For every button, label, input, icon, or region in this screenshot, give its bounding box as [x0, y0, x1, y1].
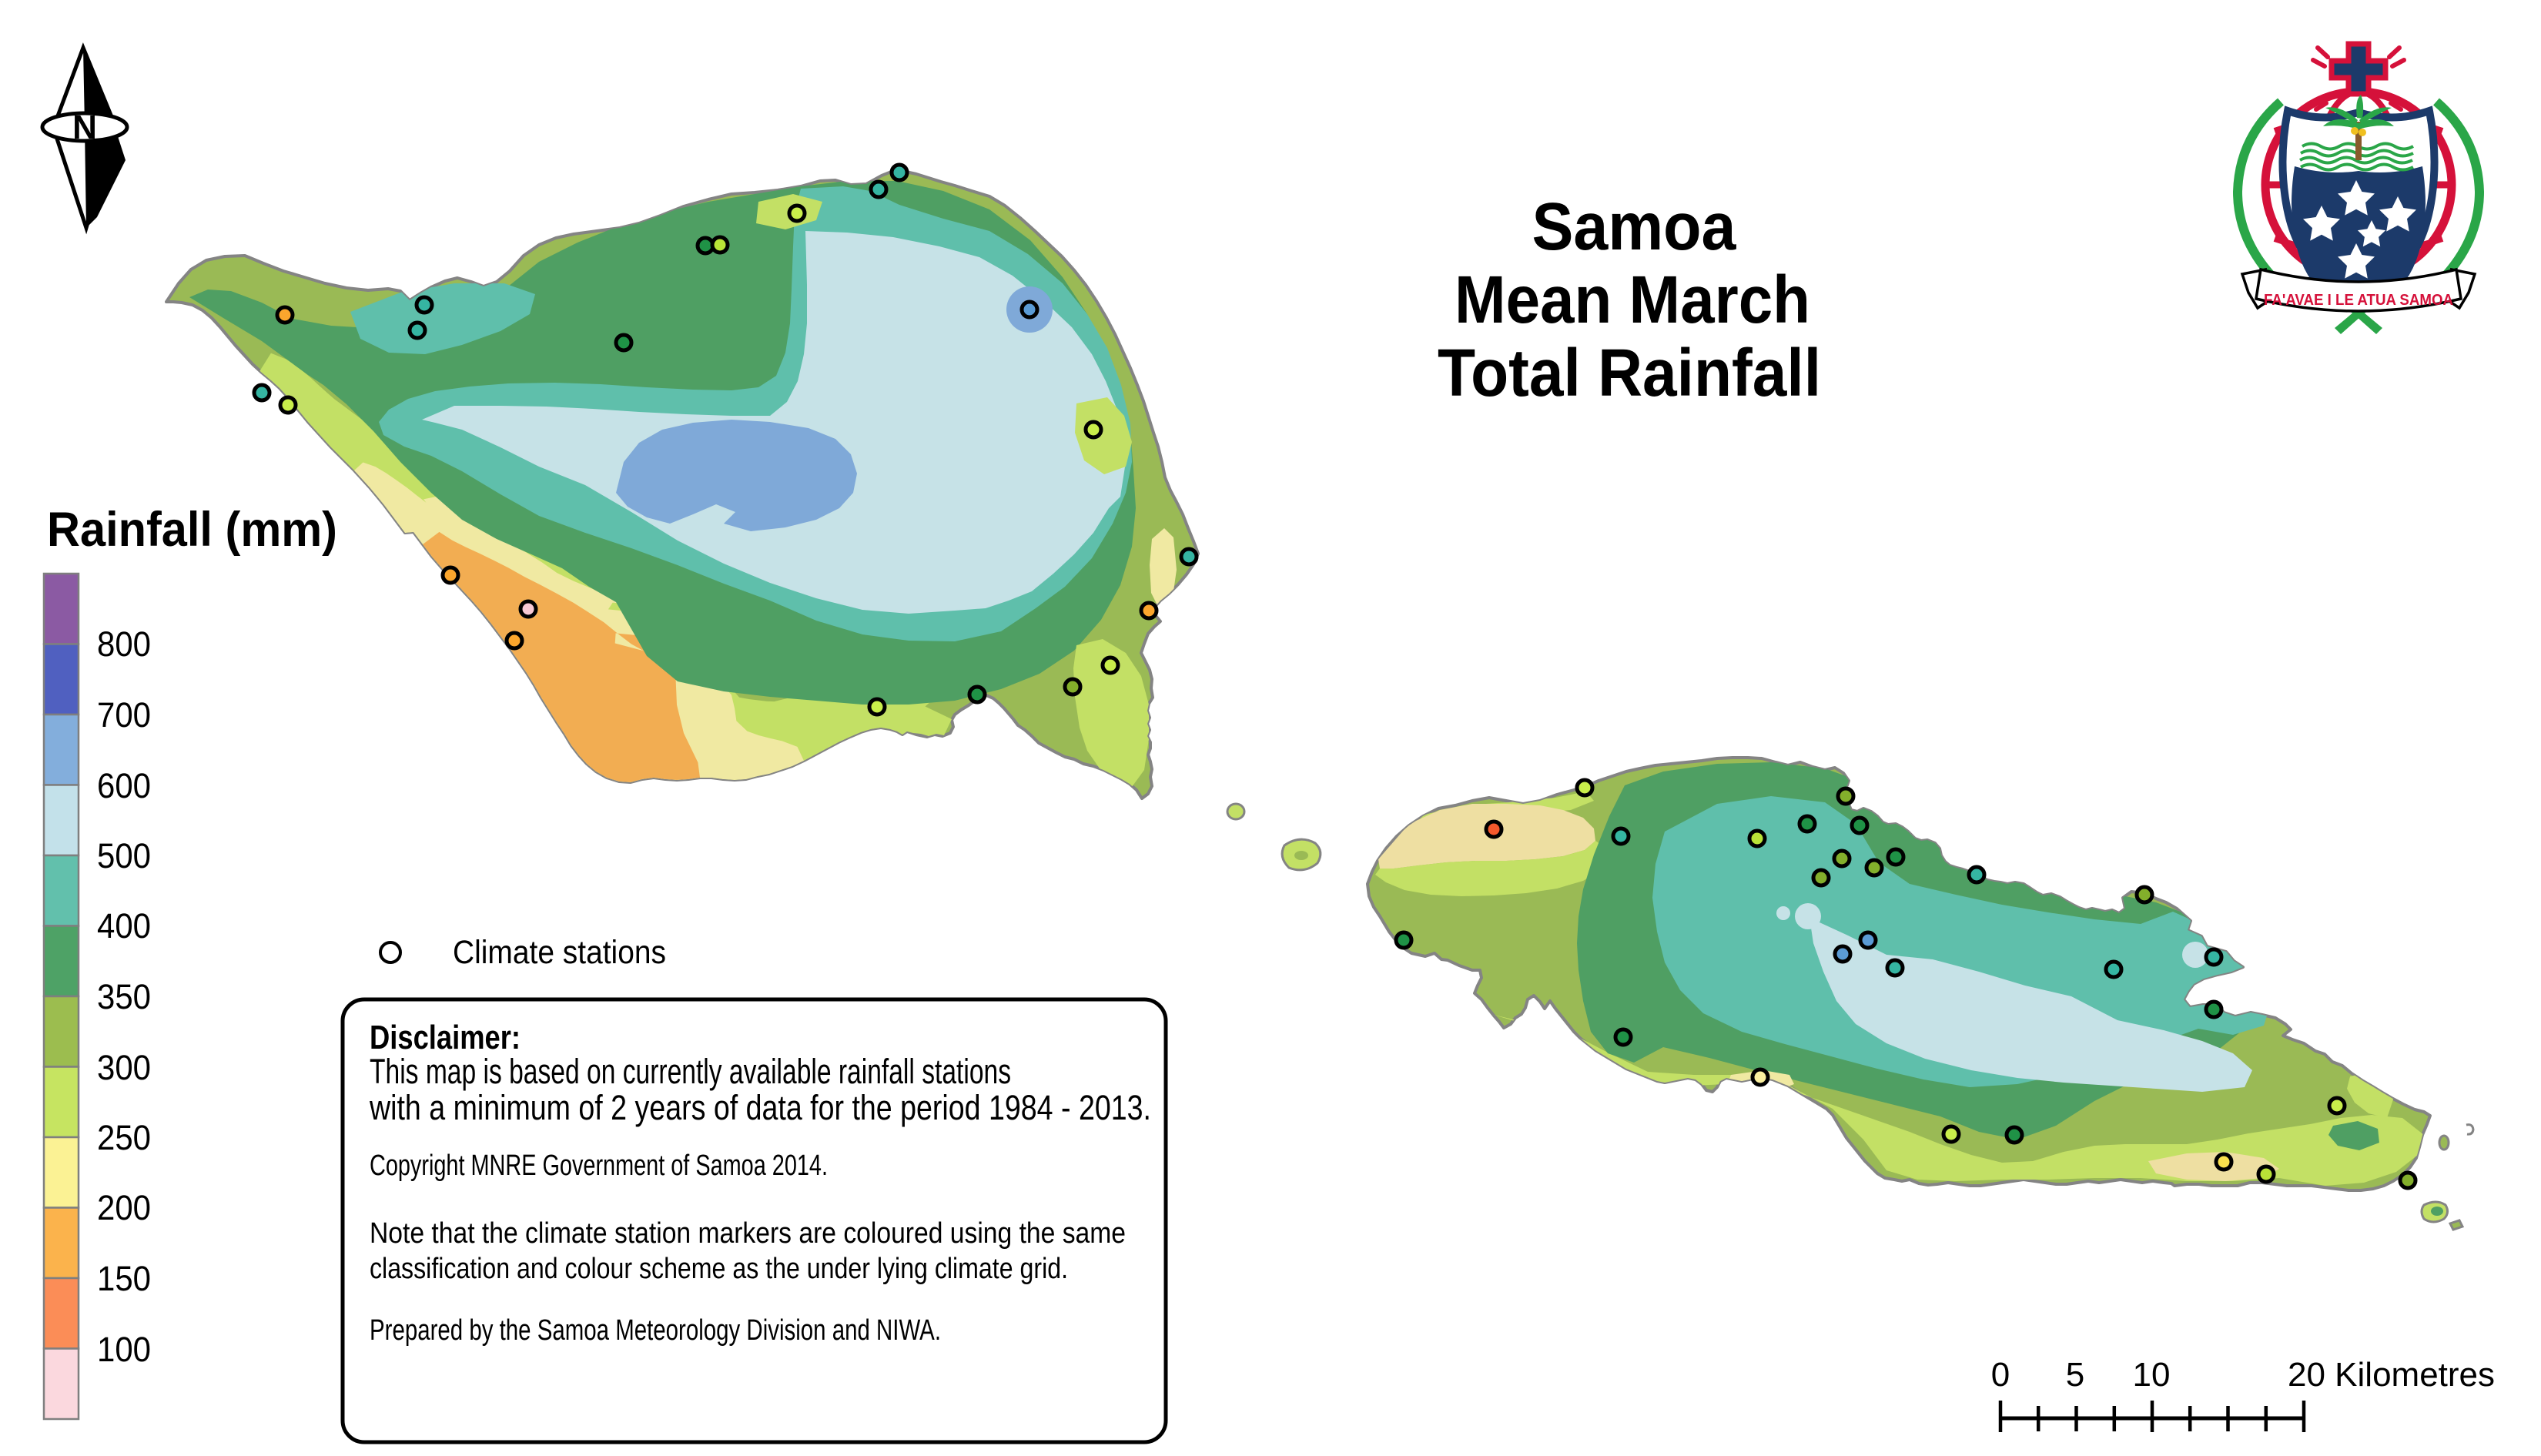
svg-text:Copyright MNRE Government of S: Copyright MNRE Government of Samoa 2014.: [370, 1150, 828, 1182]
svg-text:Mean March: Mean March: [1455, 263, 1810, 337]
svg-text:Samoa: Samoa: [1532, 189, 1737, 264]
svg-text:600: 600: [97, 766, 151, 805]
svg-text:Prepared by the Samoa Meteorol: Prepared by the Samoa Meteorology Divisi…: [370, 1314, 941, 1347]
svg-text:Climate stations: Climate stations: [453, 934, 666, 971]
svg-text:FA'AVAE I LE ATUA SAMOA: FA'AVAE I LE ATUA SAMOA: [2264, 292, 2453, 309]
svg-text:500: 500: [97, 836, 151, 875]
svg-text:5: 5: [2066, 1356, 2084, 1394]
svg-text:with a minimum of 2 years of d: with a minimum of 2 years of data for th…: [369, 1088, 1151, 1127]
svg-text:Note that the climate station: Note that the climate station markers ar…: [370, 1217, 1126, 1250]
svg-text:10: 10: [2133, 1356, 2171, 1394]
svg-text:250: 250: [97, 1118, 151, 1157]
svg-text:400: 400: [97, 906, 151, 946]
svg-text:200: 200: [97, 1188, 151, 1227]
svg-text:N: N: [72, 109, 97, 146]
svg-text:classification and colour sche: classification and colour scheme as the …: [370, 1253, 1068, 1285]
svg-text:300: 300: [97, 1048, 151, 1087]
svg-text:Rainfall (mm): Rainfall (mm): [47, 503, 337, 557]
svg-text:20 Kilometres: 20 Kilometres: [2288, 1356, 2495, 1394]
svg-text:150: 150: [97, 1259, 151, 1298]
svg-text:700: 700: [97, 695, 151, 735]
svg-text:800: 800: [97, 624, 151, 664]
svg-text:0: 0: [1991, 1356, 2010, 1394]
svg-text:Total Rainfall: Total Rainfall: [1438, 336, 1821, 410]
svg-text:This map is based on currently: This map is based on currently available…: [370, 1052, 1011, 1091]
svg-text:100: 100: [97, 1330, 151, 1369]
svg-text:Disclaimer:: Disclaimer:: [370, 1019, 521, 1056]
svg-text:350: 350: [97, 977, 151, 1016]
